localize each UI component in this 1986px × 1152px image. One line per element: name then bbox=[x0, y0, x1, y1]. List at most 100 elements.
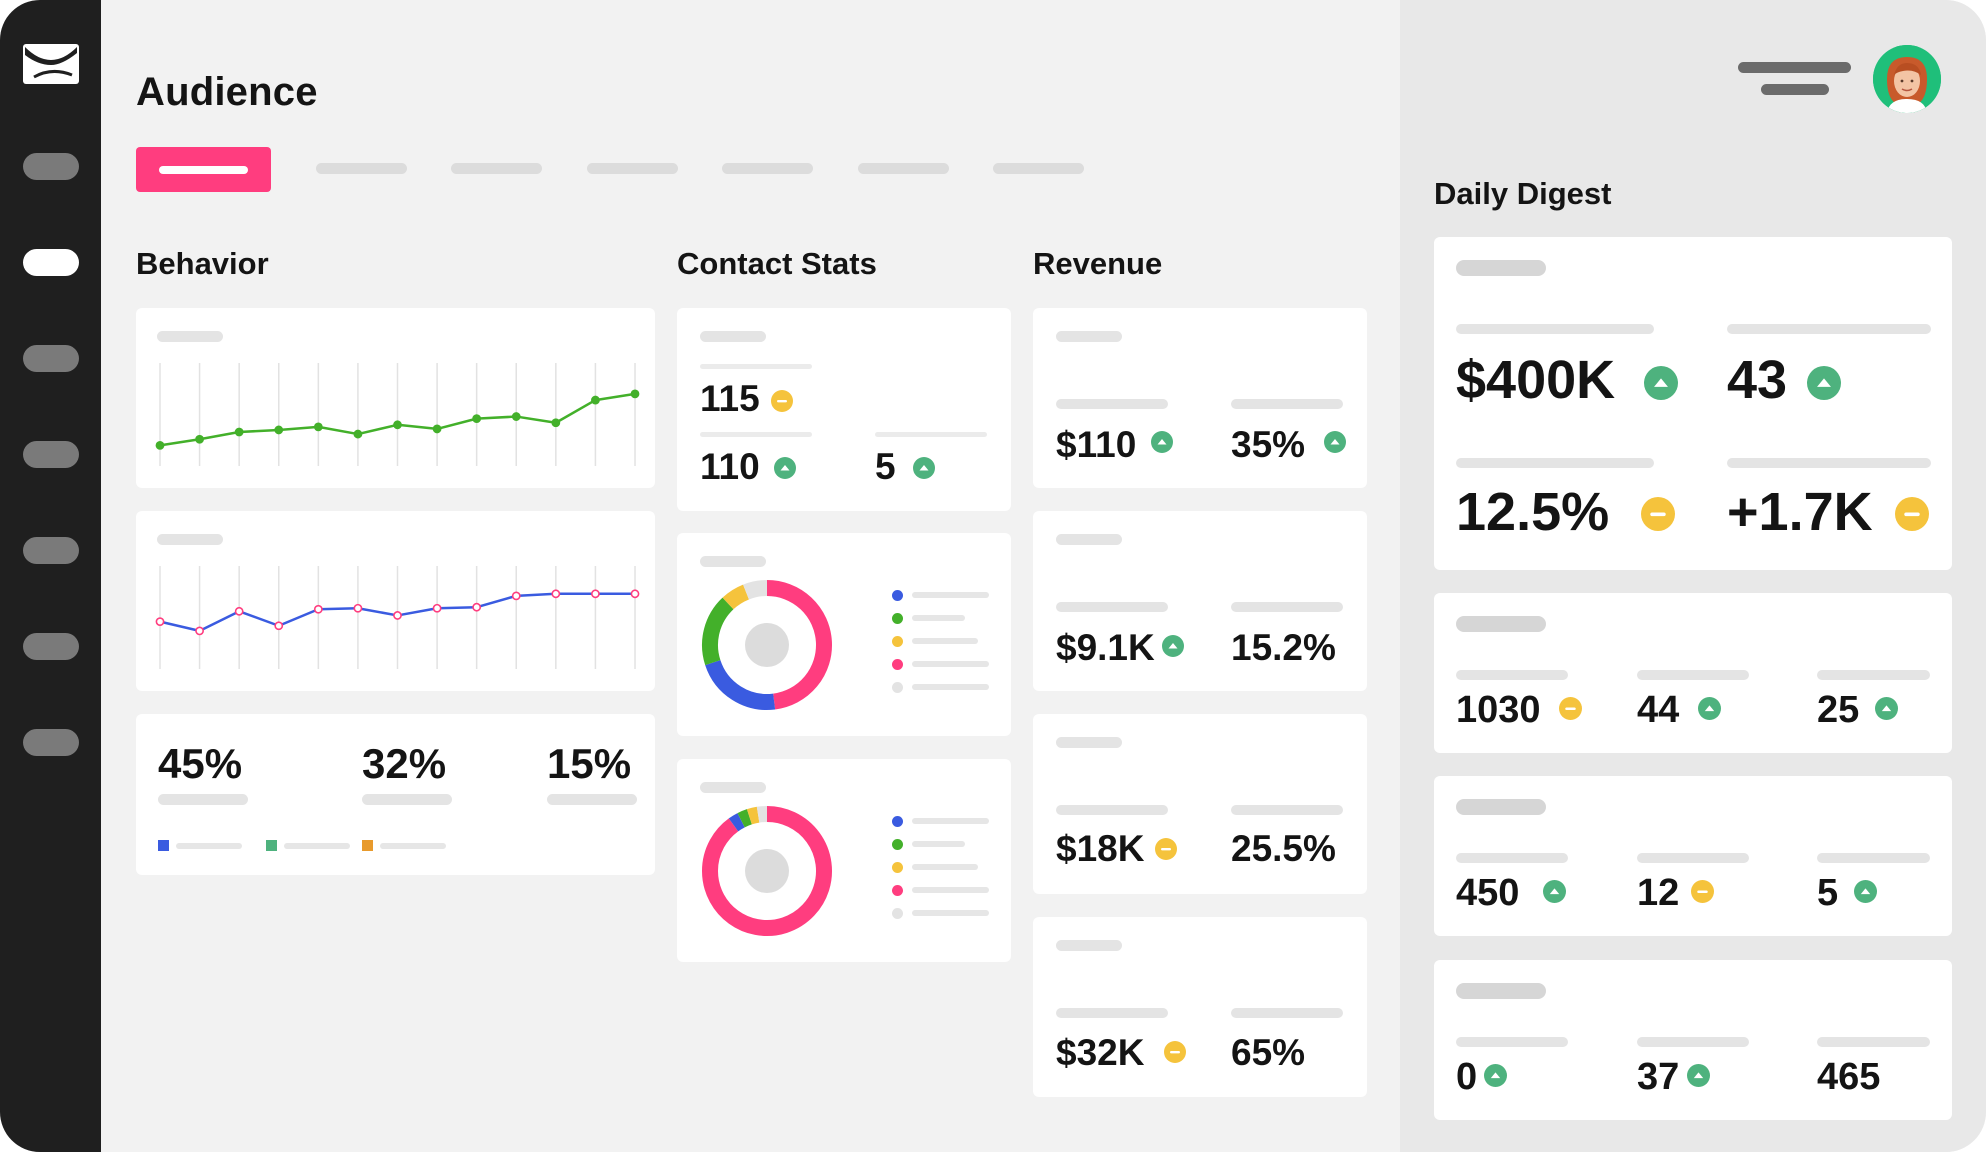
data-point[interactable] bbox=[155, 440, 165, 450]
stat-label-placeholder bbox=[1456, 1037, 1568, 1047]
behavior-stats-card[interactable]: 45% 32% 15% bbox=[136, 714, 655, 875]
tab[interactable] bbox=[722, 163, 813, 174]
avatar[interactable] bbox=[1873, 45, 1941, 113]
donut-center bbox=[745, 849, 789, 893]
donut-slice[interactable] bbox=[728, 813, 745, 832]
sidebar-item[interactable] bbox=[23, 729, 79, 756]
neutral-indicator-icon bbox=[1641, 497, 1675, 531]
trend-up-icon bbox=[913, 457, 935, 479]
behavior-chart-card-2[interactable] bbox=[136, 511, 655, 691]
data-point[interactable] bbox=[551, 418, 561, 428]
sidebar-item[interactable] bbox=[23, 633, 79, 660]
revenue-card-2[interactable]: $9.1K 15.2% bbox=[1033, 511, 1367, 691]
sidebar-item[interactable] bbox=[23, 537, 79, 564]
legend-dot-green bbox=[892, 613, 903, 624]
digest-row1-stat-1: 1030 bbox=[1456, 689, 1541, 731]
stat-label-placeholder bbox=[1056, 399, 1168, 409]
donut-slice[interactable] bbox=[766, 580, 832, 710]
behavior-chart-card-1[interactable] bbox=[136, 308, 655, 488]
data-point[interactable] bbox=[353, 603, 363, 613]
data-point[interactable] bbox=[393, 420, 402, 430]
sidebar-item-active[interactable] bbox=[23, 249, 79, 276]
trend-up-icon bbox=[1151, 431, 1173, 453]
data-point[interactable] bbox=[274, 621, 284, 631]
stat-label-placeholder bbox=[1056, 1008, 1168, 1018]
donut-slice[interactable] bbox=[743, 580, 768, 600]
stat-label-placeholder bbox=[875, 432, 987, 437]
tab[interactable] bbox=[993, 163, 1084, 174]
donut-slice[interactable] bbox=[756, 806, 768, 823]
data-point[interactable] bbox=[234, 606, 244, 616]
donut-slice[interactable] bbox=[705, 659, 776, 710]
trend-up-icon bbox=[1324, 431, 1346, 453]
revenue-card-4[interactable]: $32K 65% bbox=[1033, 917, 1367, 1097]
data-point[interactable] bbox=[511, 591, 521, 601]
trend-up-icon bbox=[1807, 366, 1841, 400]
donut-chart-card-2[interactable] bbox=[677, 759, 1011, 962]
revenue-pct: 15.2% bbox=[1231, 627, 1336, 668]
trend-up-icon bbox=[1854, 880, 1877, 903]
digest-row-card-3[interactable]: 0 37 465 bbox=[1434, 960, 1952, 1120]
digest-summary-card[interactable]: $400K 43 12.5% +1.7K bbox=[1434, 237, 1952, 570]
legend-label-placeholder bbox=[912, 592, 989, 598]
data-point[interactable] bbox=[630, 389, 640, 399]
neutral-indicator-icon bbox=[1164, 1041, 1186, 1063]
donut-slice[interactable] bbox=[737, 809, 752, 828]
data-point[interactable] bbox=[393, 611, 402, 620]
stat-label-placeholder bbox=[1637, 1037, 1749, 1047]
data-point[interactable] bbox=[353, 429, 363, 439]
donut-slice[interactable] bbox=[702, 597, 734, 666]
mail-logo-icon[interactable] bbox=[22, 43, 80, 85]
user-avatar-icon bbox=[1873, 45, 1941, 113]
data-point[interactable] bbox=[591, 395, 600, 405]
revenue-card-1[interactable]: $110 35% bbox=[1033, 308, 1367, 488]
digest-row3-stat-1: 0 bbox=[1456, 1056, 1478, 1098]
legend-label-placeholder bbox=[912, 661, 989, 667]
donut-chart-card-1[interactable] bbox=[677, 533, 1011, 736]
menu-icon-line[interactable] bbox=[1761, 84, 1829, 95]
tab[interactable] bbox=[858, 163, 949, 174]
menu-icon[interactable] bbox=[1738, 62, 1851, 73]
legend-label-placeholder bbox=[912, 841, 965, 847]
digest-row3-stat-2: 37 bbox=[1637, 1056, 1680, 1098]
data-point[interactable] bbox=[551, 589, 561, 599]
trend-up-icon bbox=[1543, 880, 1566, 903]
data-point[interactable] bbox=[432, 603, 442, 613]
sidebar-item[interactable] bbox=[23, 153, 79, 180]
stat-label-placeholder bbox=[1056, 805, 1168, 815]
data-point[interactable] bbox=[274, 425, 284, 435]
data-point[interactable] bbox=[630, 589, 640, 599]
digest-row-card-2[interactable]: 450 12 5 bbox=[1434, 776, 1952, 936]
revenue-card-3[interactable]: $18K 25.5% bbox=[1033, 714, 1367, 894]
tab-active[interactable] bbox=[136, 147, 271, 192]
data-point[interactable] bbox=[591, 589, 600, 599]
data-point[interactable] bbox=[432, 424, 442, 434]
data-point[interactable] bbox=[313, 422, 323, 432]
donut-slice[interactable] bbox=[746, 806, 760, 825]
revenue-value: $18K bbox=[1056, 828, 1145, 869]
digest-row-card-1[interactable]: 1030 44 25 bbox=[1434, 593, 1952, 753]
legend-dot-pink bbox=[892, 885, 903, 896]
legend-label-placeholder bbox=[912, 887, 989, 893]
sidebar-item[interactable] bbox=[23, 441, 79, 468]
data-point[interactable] bbox=[472, 414, 482, 424]
stat-label-placeholder bbox=[1817, 670, 1930, 680]
tab[interactable] bbox=[316, 163, 407, 174]
data-point[interactable] bbox=[155, 617, 165, 627]
donut-slice[interactable] bbox=[722, 584, 750, 610]
stat-label-placeholder bbox=[1456, 853, 1568, 863]
tab[interactable] bbox=[451, 163, 542, 174]
data-point[interactable] bbox=[195, 434, 204, 444]
stat-label-placeholder bbox=[547, 794, 637, 805]
contact-stats-card[interactable]: 115 110 5 bbox=[677, 308, 1011, 511]
data-point[interactable] bbox=[472, 602, 482, 612]
donut-slice[interactable] bbox=[702, 806, 832, 936]
data-point[interactable] bbox=[313, 604, 323, 614]
stat-label-placeholder bbox=[1456, 324, 1654, 334]
data-point[interactable] bbox=[511, 412, 521, 421]
data-point[interactable] bbox=[234, 427, 244, 437]
data-point[interactable] bbox=[195, 626, 204, 636]
sidebar-item[interactable] bbox=[23, 345, 79, 372]
tab[interactable] bbox=[587, 163, 678, 174]
